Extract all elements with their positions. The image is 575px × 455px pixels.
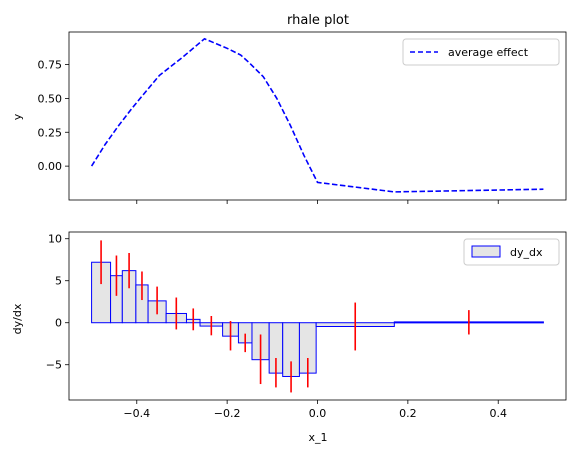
- top-legend: average effect: [402, 38, 560, 66]
- y-tick-label: 0.75: [38, 59, 63, 72]
- legend-box: [402, 38, 560, 66]
- x-tick-label: 0.2: [399, 407, 417, 420]
- bottom-legend: dy_dx: [463, 238, 560, 266]
- bottom-y-axis-label: dy/dx: [11, 303, 24, 334]
- bottom-marks: −5 0 5 10 −0.4 −0.2 0.0 0.2 0.4: [46, 233, 544, 420]
- x-tick-label: 0.0: [309, 407, 327, 420]
- y-tick-label: 10: [48, 233, 62, 246]
- average-effect-plot: rhale plot y 0.00 0.25 0.50 0.75 average ef…: [11, 13, 567, 204]
- bottom-x-axis-label: x_1: [308, 431, 327, 444]
- legend-label-average-effect: average effect: [448, 46, 529, 59]
- bottom-axes-frame: [68, 231, 567, 401]
- legend-label-dy-dx: dy_dx: [510, 246, 543, 259]
- derivative-plot: dy/dx x_1 −5 0 5 10 −0.4 −0.2 0.0 0.2 0.4 dy_dx: [11, 231, 567, 444]
- x-tick-label: −0.2: [214, 407, 241, 420]
- top-axes-frame: [68, 31, 567, 201]
- x-tick-label: −0.4: [123, 407, 150, 420]
- top-y-axis-label: y: [11, 113, 24, 120]
- average-effect-line: [90, 37, 544, 193]
- legend-bar-swatch: [471, 245, 501, 258]
- y-tick-label: 0.25: [38, 126, 63, 139]
- y-tick-label: −5: [46, 359, 62, 372]
- y-tick-label: 0.00: [38, 160, 63, 173]
- top-marks: 0.00 0.25 0.50 0.75: [38, 37, 544, 204]
- y-tick-label: 0: [55, 317, 62, 330]
- y-tick-label: 0.50: [38, 92, 63, 105]
- x-tick-label: 0.4: [489, 407, 507, 420]
- plot-title: rhale plot: [287, 13, 349, 28]
- y-tick-label: 5: [55, 275, 62, 288]
